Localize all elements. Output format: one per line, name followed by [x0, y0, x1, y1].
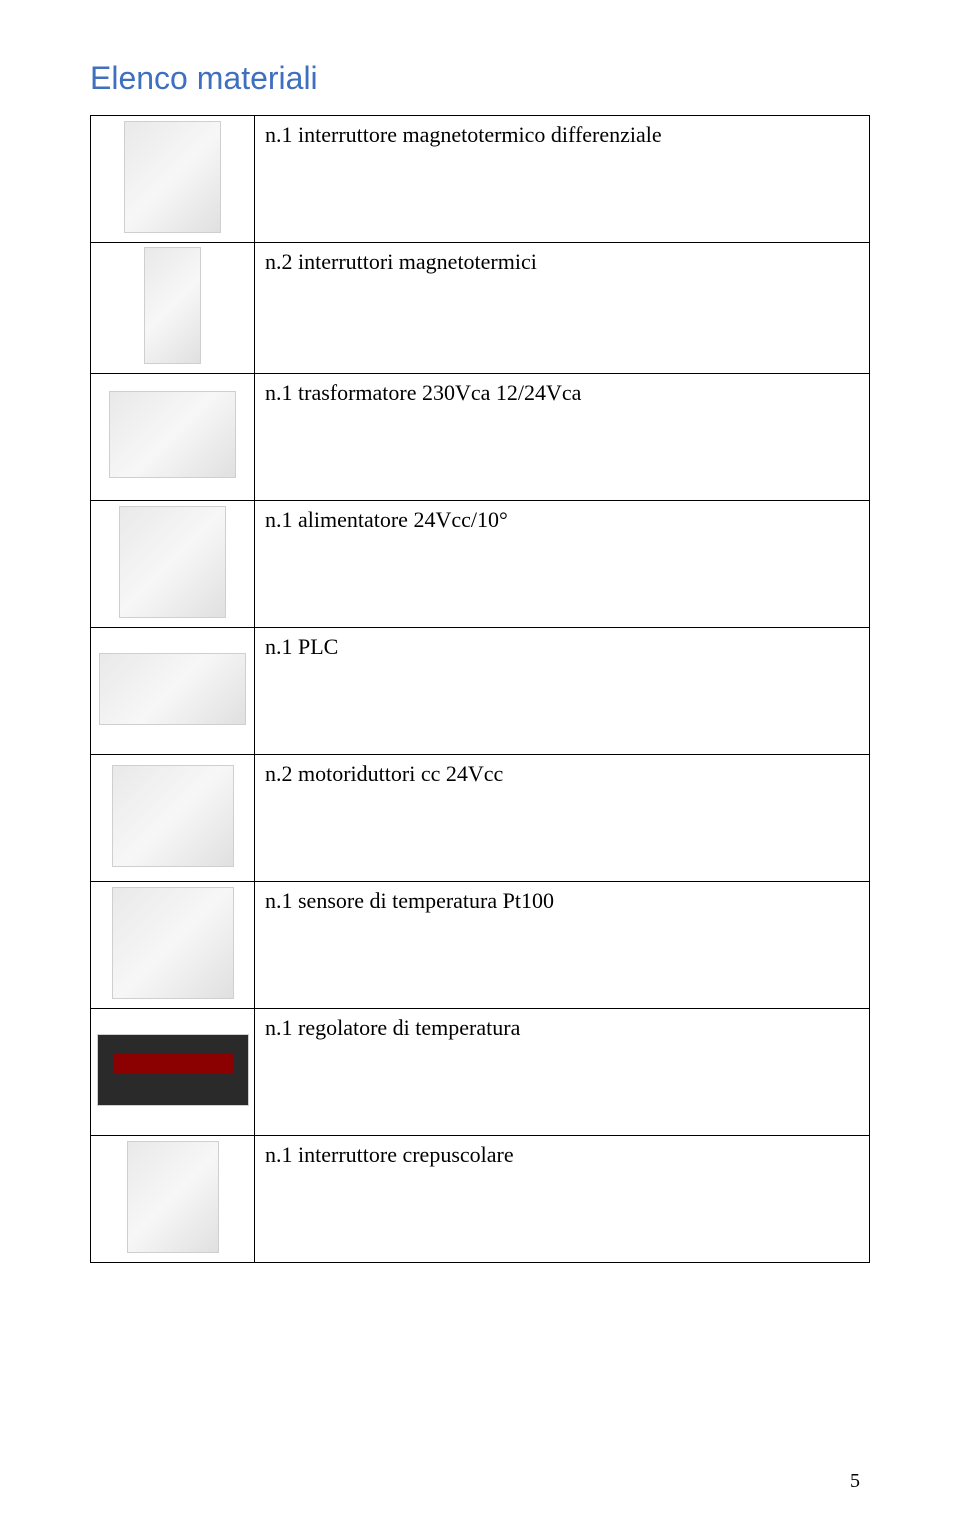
item-image-cell	[91, 1136, 255, 1263]
pt100-sensor-image	[112, 887, 234, 999]
item-description: n.1 interruttore crepuscolare	[255, 1136, 870, 1263]
item-image-cell	[91, 501, 255, 628]
page: Elenco materiali n.1 interruttore magnet…	[0, 0, 960, 1521]
table-row: n.1 trasformatore 230Vca 12/24Vca	[91, 374, 870, 501]
table-row: n.1 interruttore crepuscolare	[91, 1136, 870, 1263]
item-image-cell	[91, 882, 255, 1009]
single-breaker-image	[144, 247, 201, 364]
item-description: n.1 interruttore magnetotermico differen…	[255, 116, 870, 243]
section-heading: Elenco materiali	[90, 60, 870, 97]
table-row: n.1 regolatore di temperatura	[91, 1009, 870, 1136]
temperature-controller-image	[97, 1034, 249, 1106]
item-image-cell	[91, 374, 255, 501]
item-image-cell	[91, 628, 255, 755]
plc-image	[99, 653, 246, 725]
item-description: n.1 trasformatore 230Vca 12/24Vca	[255, 374, 870, 501]
item-description: n.2 motoriduttori cc 24Vcc	[255, 755, 870, 882]
item-image-cell	[91, 116, 255, 243]
dc-motor-image	[112, 765, 234, 867]
page-number: 5	[850, 1470, 860, 1493]
circuit-breaker-image	[124, 121, 221, 233]
table-row: n.1 sensore di temperatura Pt100	[91, 882, 870, 1009]
table-row: n.1 alimentatore 24Vcc/10°	[91, 501, 870, 628]
item-image-cell	[91, 243, 255, 374]
table-row: n.2 interruttori magnetotermici	[91, 243, 870, 374]
item-image-cell	[91, 755, 255, 882]
item-description: n.1 sensore di temperatura Pt100	[255, 882, 870, 1009]
transformer-image	[109, 391, 236, 478]
power-supply-image	[119, 506, 226, 618]
table-row: n.2 motoriduttori cc 24Vcc	[91, 755, 870, 882]
item-description: n.1 regolatore di temperatura	[255, 1009, 870, 1136]
item-description: n.1 PLC	[255, 628, 870, 755]
item-image-cell	[91, 1009, 255, 1136]
item-description: n.2 interruttori magnetotermici	[255, 243, 870, 374]
table-row: n.1 PLC	[91, 628, 870, 755]
table-row: n.1 interruttore magnetotermico differen…	[91, 116, 870, 243]
item-description: n.1 alimentatore 24Vcc/10°	[255, 501, 870, 628]
twilight-switch-image	[127, 1141, 219, 1253]
materials-table: n.1 interruttore magnetotermico differen…	[90, 115, 870, 1263]
